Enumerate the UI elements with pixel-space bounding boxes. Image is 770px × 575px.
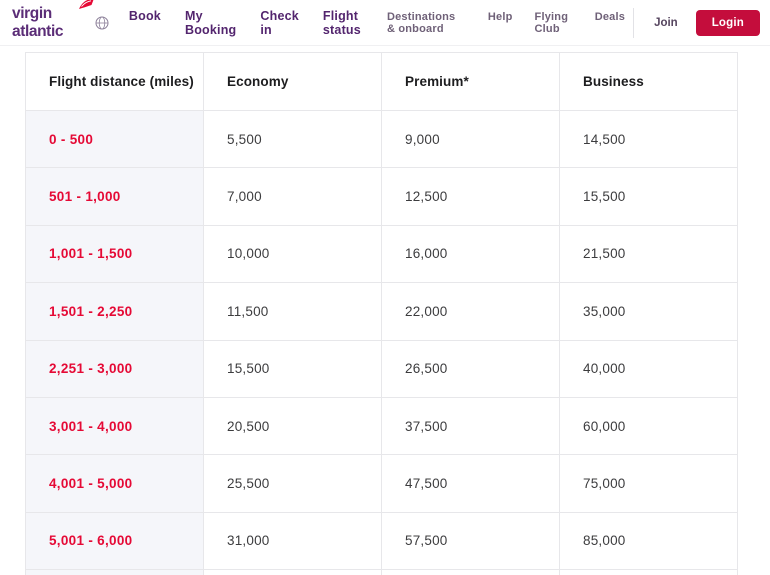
distance-cell xyxy=(25,569,204,575)
premium-cell: 57,500 xyxy=(381,511,560,571)
economy-cell: 7,000 xyxy=(203,167,382,226)
distance-cell: 2,251 - 3,000 xyxy=(25,339,204,398)
login-button[interactable]: Login xyxy=(695,9,760,36)
table-row: 2,251 - 3,000 15,500 26,500 40,000 xyxy=(25,339,738,398)
table-row: 501 - 1,000 7,000 12,500 15,500 xyxy=(25,167,738,226)
economy-cell: 10,000 xyxy=(203,224,382,284)
business-cell: 60,000 xyxy=(559,396,738,456)
header-economy: Economy xyxy=(203,52,382,111)
business-cell: 75,000 xyxy=(559,454,738,513)
nav-item-check-in[interactable]: Check in xyxy=(260,8,299,37)
premium-cell: 16,000 xyxy=(381,224,560,284)
distance-cell: 0 - 500 xyxy=(25,109,204,169)
brand-wordmark: virgin atlantic xyxy=(12,4,64,40)
economy-cell: 11,500 xyxy=(203,282,382,341)
economy-cell: 15,500 xyxy=(203,339,382,398)
table-row: 3,001 - 4,000 20,500 37,500 60,000 xyxy=(25,396,738,456)
premium-cell: 37,500 xyxy=(381,396,560,456)
business-cell: 14,500 xyxy=(559,109,738,169)
economy-cell xyxy=(203,569,382,575)
distance-cell: 4,001 - 5,000 xyxy=(25,454,204,513)
header-premium: Premium* xyxy=(381,52,560,111)
nav-item-deals[interactable]: Deals xyxy=(594,10,626,23)
table-row: 4,001 - 5,000 25,500 47,500 75,000 xyxy=(25,454,738,513)
nav-item-my-booking[interactable]: My Booking xyxy=(184,8,237,37)
nav-divider xyxy=(633,7,635,38)
nav-item-destinations-onboard[interactable]: Destinations & onboard xyxy=(386,10,456,35)
nav-item-flight-status[interactable]: Flight status xyxy=(322,8,361,37)
business-cell: 21,500 xyxy=(559,224,738,284)
premium-cell: 47,500 xyxy=(381,454,560,513)
distance-cell: 501 - 1,000 xyxy=(25,167,204,226)
nav-item-flying-club[interactable]: Flying Club xyxy=(534,10,569,35)
primary-nav: Book My Booking Check in Flight status xyxy=(129,9,364,37)
business-cell: 35,000 xyxy=(559,282,738,341)
business-cell: 85,000 xyxy=(559,511,738,571)
nav-item-book[interactable]: Book xyxy=(128,8,161,23)
premium-cell: 26,500 xyxy=(381,339,560,398)
business-cell: 40,000 xyxy=(559,339,738,398)
miles-table: Flight distance (miles) Economy Premium*… xyxy=(25,52,738,575)
premium-cell: 9,000 xyxy=(381,109,560,169)
nav-item-help[interactable]: Help xyxy=(487,10,513,23)
business-cell xyxy=(559,569,738,575)
secondary-nav: Destinations & onboard Help Flying Club … xyxy=(387,11,625,35)
economy-cell: 25,500 xyxy=(203,454,382,513)
business-cell: 15,500 xyxy=(559,167,738,226)
economy-cell: 20,500 xyxy=(203,396,382,456)
distance-cell: 3,001 - 4,000 xyxy=(25,396,204,456)
table-header-row: Flight distance (miles) Economy Premium*… xyxy=(25,52,738,111)
virgin-flag-icon xyxy=(78,0,95,16)
economy-cell: 31,000 xyxy=(203,511,382,571)
join-link[interactable]: Join xyxy=(654,16,678,29)
economy-cell: 5,500 xyxy=(203,109,382,169)
top-nav: virgin atlantic Book My Booking Check in… xyxy=(0,0,770,46)
table-row: 1,001 - 1,500 10,000 16,000 21,500 xyxy=(25,224,738,284)
header-flight-distance: Flight distance (miles) xyxy=(25,52,204,111)
distance-cell: 1,501 - 2,250 xyxy=(25,282,204,341)
table-row: 5,001 - 6,000 31,000 57,500 85,000 xyxy=(25,511,738,571)
header-business: Business xyxy=(559,52,738,111)
premium-cell xyxy=(381,569,560,575)
premium-cell: 22,000 xyxy=(381,282,560,341)
globe-icon xyxy=(95,16,109,30)
table-row: 0 - 500 5,500 9,000 14,500 xyxy=(25,109,738,169)
table-row: 1,501 - 2,250 11,500 22,000 35,000 xyxy=(25,282,738,341)
table-row-partial xyxy=(25,569,738,575)
distance-cell: 1,001 - 1,500 xyxy=(25,224,204,284)
distance-cell: 5,001 - 6,000 xyxy=(25,511,204,571)
miles-table-section: Flight distance (miles) Economy Premium*… xyxy=(0,46,770,575)
brand-logo[interactable]: virgin atlantic xyxy=(12,0,109,41)
premium-cell: 12,500 xyxy=(381,167,560,226)
nav-right-group: Join Login xyxy=(625,7,760,38)
